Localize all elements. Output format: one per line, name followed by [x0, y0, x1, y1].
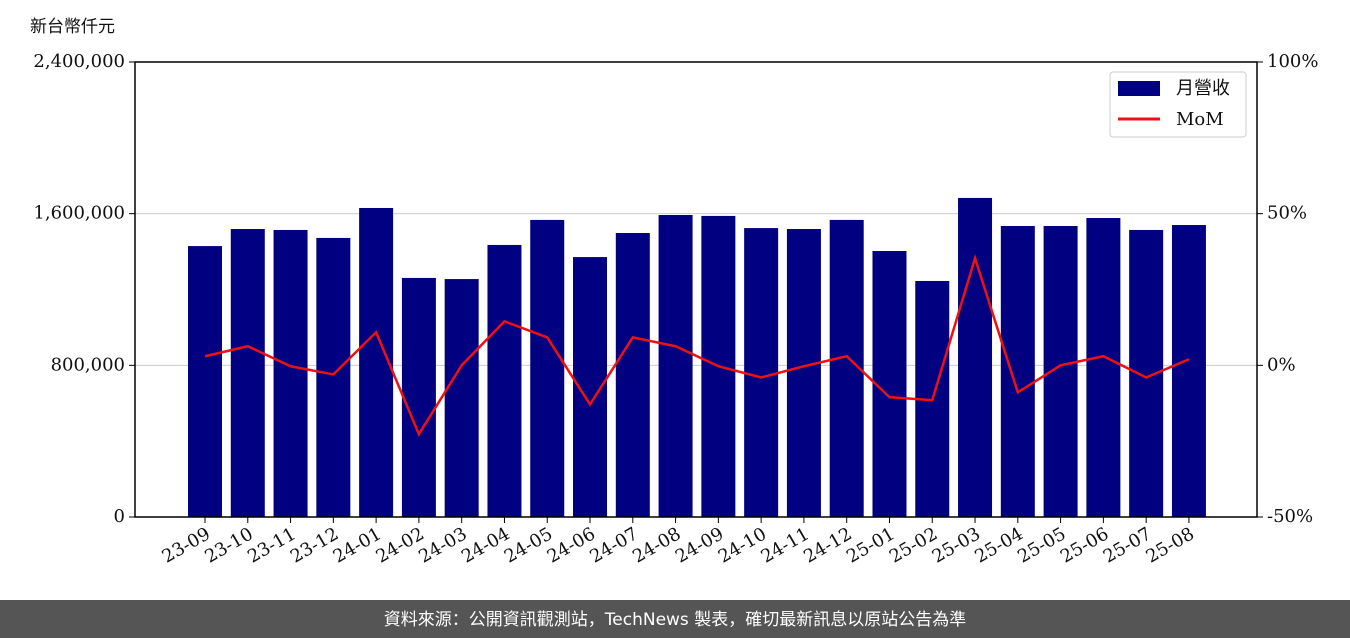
legend-swatch: [1118, 81, 1160, 96]
bar: [1086, 218, 1121, 517]
bar: [401, 277, 436, 517]
x-tick-label: 24-08: [629, 523, 684, 567]
bar: [658, 214, 693, 517]
y2-tick-label: -50%: [1267, 506, 1313, 527]
y-tick-label: 2,400,000: [33, 51, 125, 72]
x-tick-label: 25-01: [843, 523, 898, 567]
source-note: 資料來源：公開資訊觀測站，TechNews 製表，確切最新訊息以原站公告為準: [384, 610, 966, 630]
x-tick-label: 24-03: [415, 523, 470, 567]
x-tick-label: 24-02: [372, 523, 427, 567]
bar: [872, 251, 907, 517]
x-tick-label: 25-03: [929, 523, 984, 567]
y2-tick-label: 100%: [1267, 51, 1318, 72]
x-tick-label: 24-11: [757, 523, 812, 567]
x-tick-label: 24-04: [458, 523, 513, 567]
x-tick-label: 24-09: [672, 523, 727, 567]
x-tick-label: 25-08: [1143, 523, 1198, 567]
y2-tick-label: 0%: [1267, 354, 1296, 375]
x-tick-label: 24-10: [715, 523, 770, 567]
bar: [1171, 225, 1206, 517]
x-tick-label: 25-02: [886, 523, 941, 567]
x-tick-label: 24-12: [800, 523, 855, 567]
x-tick-label: 23-11: [244, 523, 299, 567]
plot-frame: [134, 61, 1258, 518]
bar: [958, 197, 993, 517]
y2-tick-label: 50%: [1267, 203, 1307, 224]
x-tick-label: 23-10: [201, 523, 256, 567]
bar: [744, 228, 779, 517]
x-tick-label: 23-09: [159, 523, 214, 567]
x-tick-label: 25-06: [1057, 523, 1112, 567]
x-tick-label: 25-04: [971, 523, 1026, 567]
bar: [786, 229, 821, 517]
x-tick-label: 24-01: [330, 523, 385, 567]
bar: [273, 229, 308, 518]
footer-band: [0, 600, 1350, 638]
legend-label: MoM: [1176, 109, 1224, 130]
bar: [615, 233, 650, 518]
y-tick-label: 0: [114, 506, 125, 527]
bar: [487, 244, 522, 517]
x-tick-label: 25-07: [1100, 523, 1155, 567]
x-tick-label: 25-05: [1014, 523, 1069, 567]
x-tick-label: 23-12: [287, 523, 342, 567]
bar: [530, 219, 565, 517]
bar: [316, 237, 351, 517]
x-tick-label: 24-06: [544, 523, 599, 567]
x-tick-label: 24-05: [501, 523, 556, 567]
y-tick-label: 800,000: [51, 354, 125, 375]
x-tick-label: 24-07: [586, 523, 641, 567]
y-axis-label: 新台幣仟元: [30, 17, 115, 37]
y-tick-label: 1,600,000: [33, 203, 125, 224]
mom-line: [204, 254, 1190, 437]
bar: [230, 229, 265, 517]
bar: [1000, 225, 1035, 518]
bar: [188, 246, 222, 517]
legend-label: 月營收: [1176, 78, 1230, 99]
bar: [444, 279, 479, 517]
